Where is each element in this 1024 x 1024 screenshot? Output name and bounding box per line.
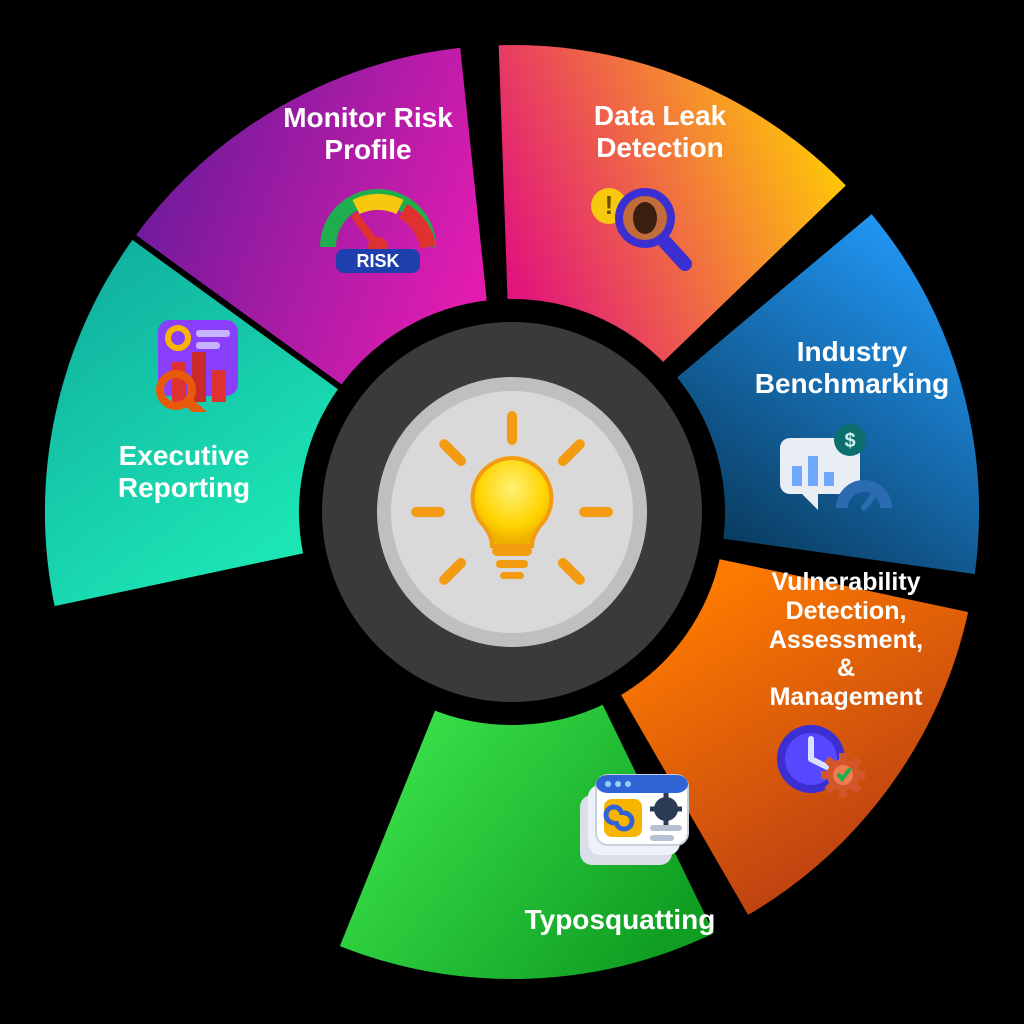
infographic-stage: Monitor Risk Profile RISK Data Leak Dete… (0, 0, 1024, 1024)
radial-wheel (0, 0, 1024, 1024)
